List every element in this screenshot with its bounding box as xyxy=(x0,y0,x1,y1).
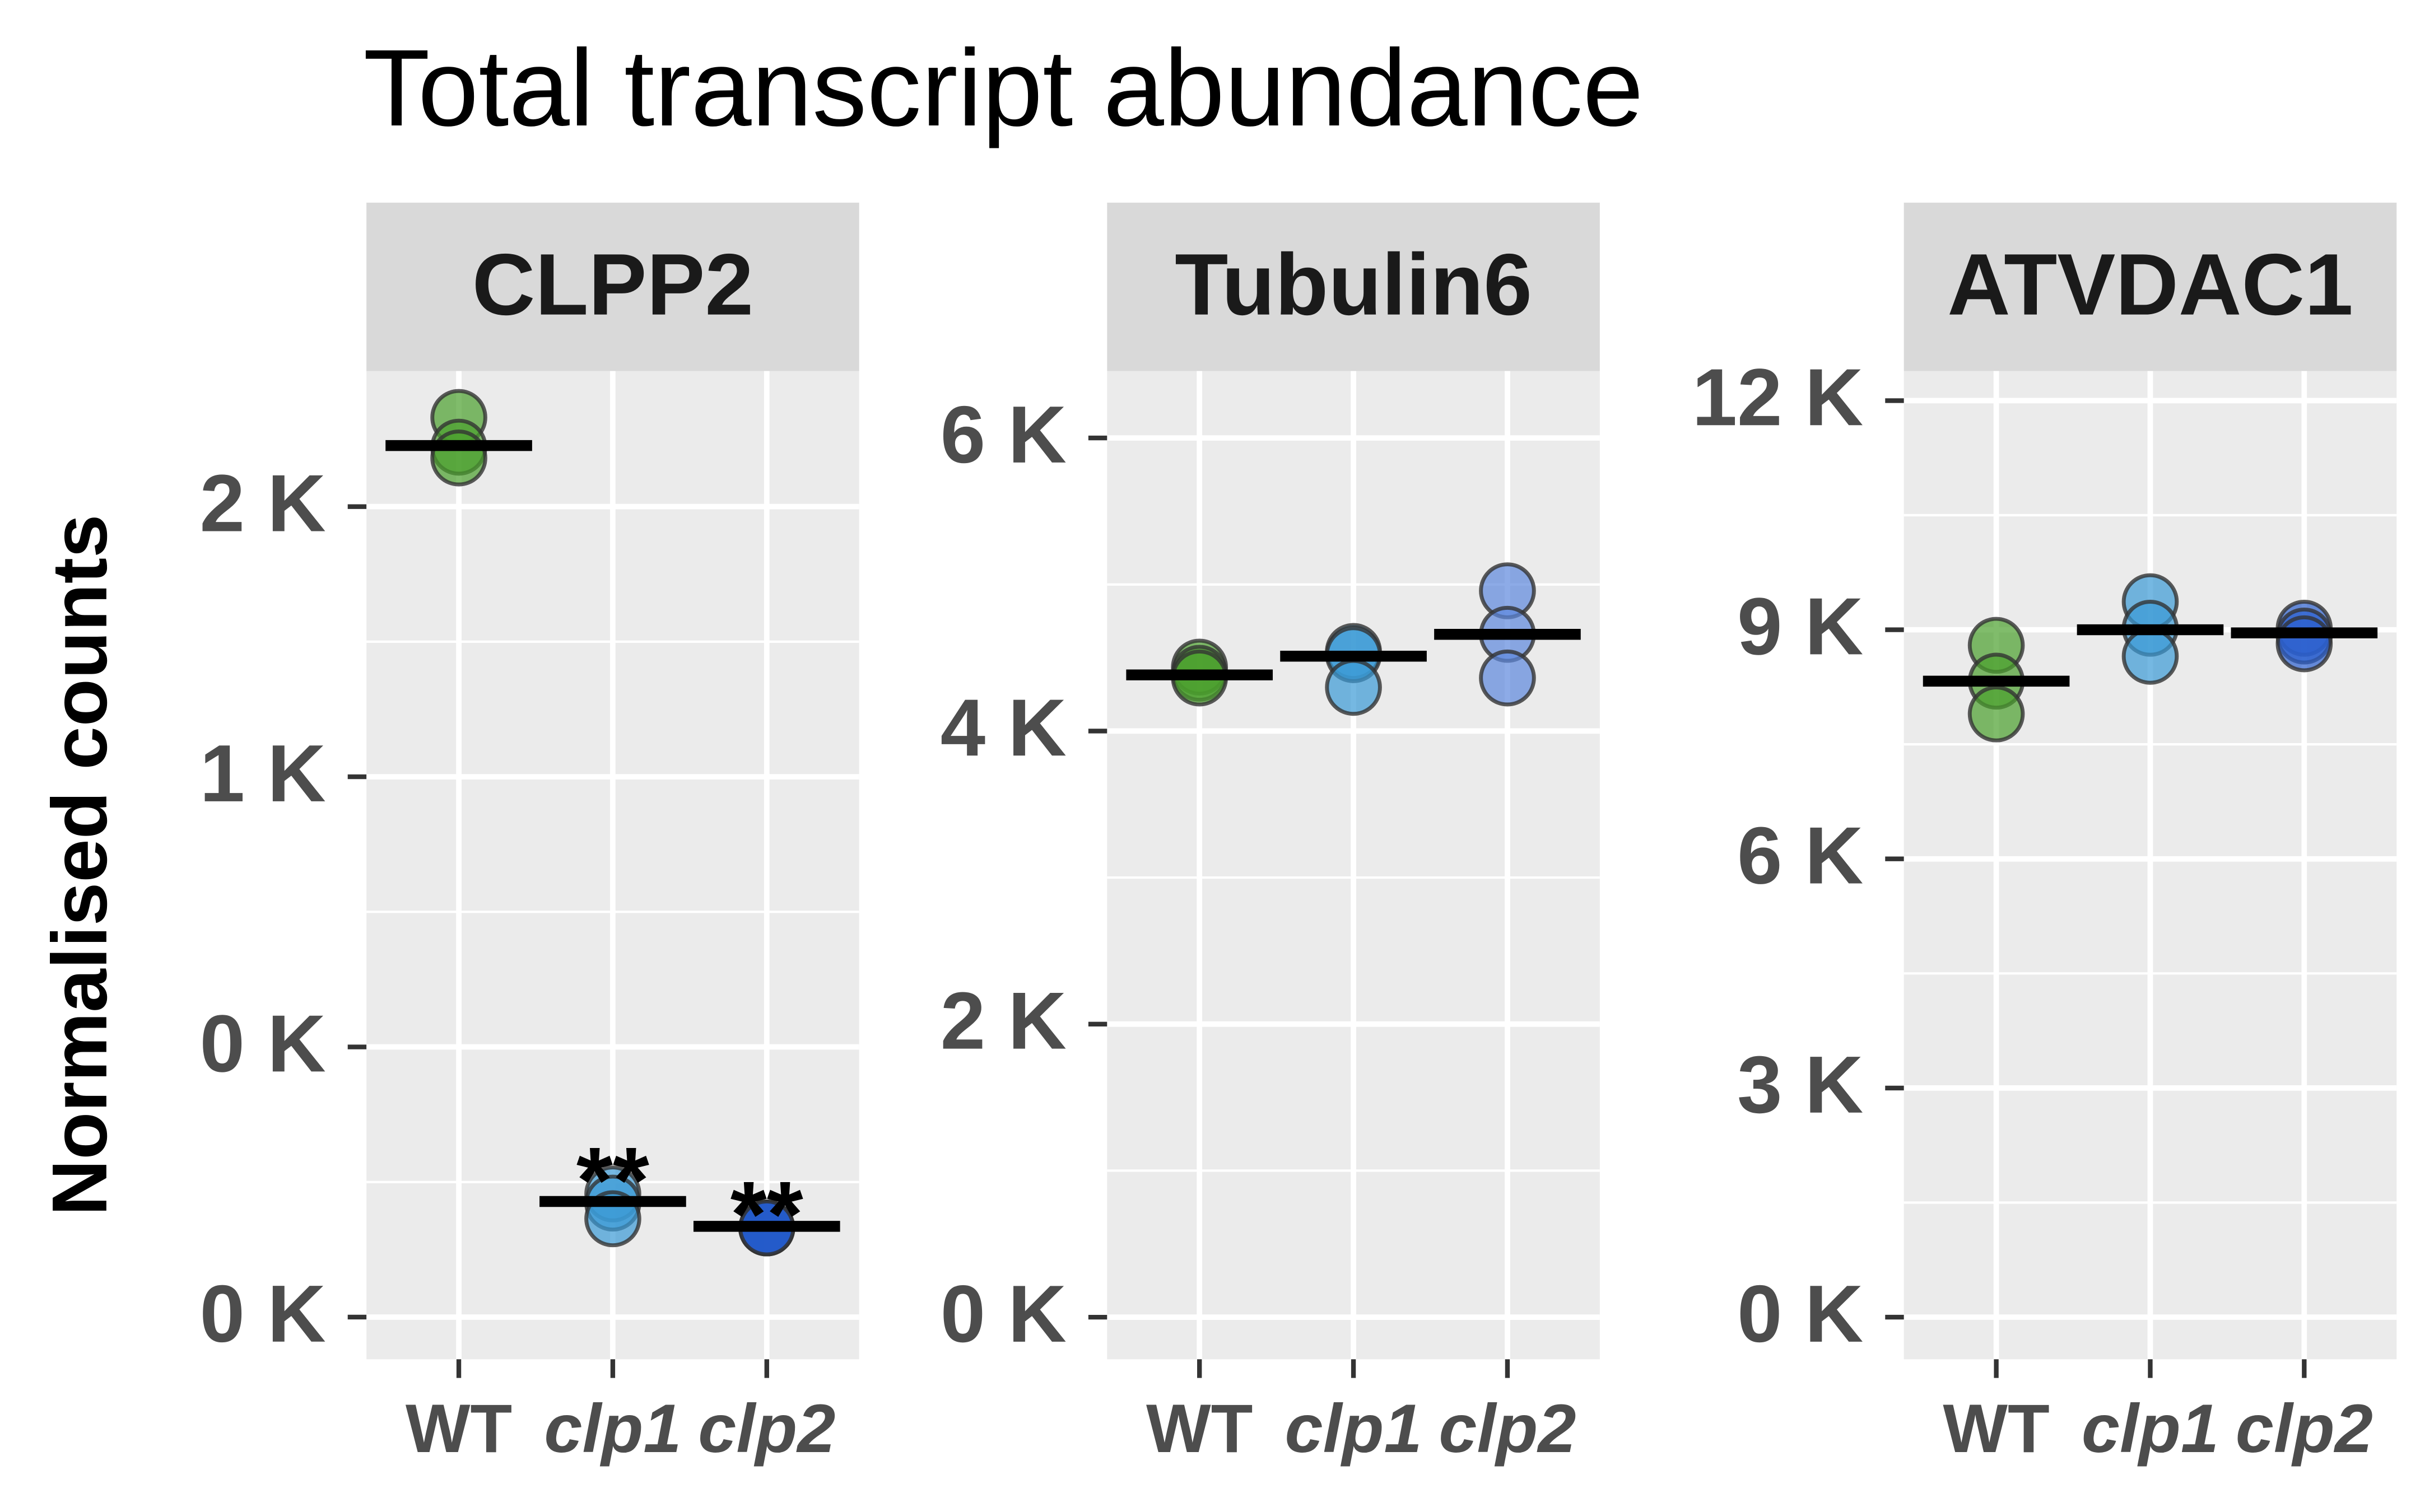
y-tick-label: 6 K xyxy=(1737,810,1863,901)
data-point xyxy=(2275,615,2333,673)
x-tick-label: clp1 xyxy=(1285,1390,1422,1467)
x-tick-label: clp2 xyxy=(1439,1390,1576,1467)
y-tick-label: 9 K xyxy=(1737,581,1863,671)
data-point xyxy=(2121,628,2179,685)
y-tick-label: 6 K xyxy=(941,389,1067,480)
y-tick-label: 0 K xyxy=(200,998,326,1089)
y-tick-label: 0 K xyxy=(1737,1268,1863,1359)
strip-label: ATVDAC1 xyxy=(1947,236,2353,334)
y-tick-label: 4 K xyxy=(941,682,1067,773)
strip-background xyxy=(1904,202,2397,371)
strip-background xyxy=(1107,202,1600,371)
data-point xyxy=(1325,659,1382,716)
y-tick-label: 1 K xyxy=(200,728,326,819)
data-point xyxy=(1967,685,2025,743)
x-tick-label: WT xyxy=(406,1390,512,1467)
strip-label: Tubulin6 xyxy=(1175,236,1532,334)
x-tick-label: clp1 xyxy=(2082,1390,2219,1467)
y-axis-label: Normalised counts xyxy=(36,515,123,1216)
y-tick-label: 0 K xyxy=(200,1268,326,1359)
y-tick-label: 2 K xyxy=(200,458,326,548)
strip-label: CLPP2 xyxy=(472,236,753,334)
data-point xyxy=(1479,649,1536,707)
x-tick-label: WT xyxy=(1146,1390,1253,1467)
strip-background xyxy=(366,202,859,371)
data-point xyxy=(430,430,487,487)
y-tick-label: 3 K xyxy=(1737,1039,1863,1130)
annotation: ** xyxy=(576,1128,649,1233)
x-tick-label: clp2 xyxy=(2236,1390,2373,1467)
x-tick-label: clp2 xyxy=(698,1390,835,1467)
annotation: ** xyxy=(730,1163,803,1267)
y-tick-label: 12 K xyxy=(1692,352,1864,442)
y-tick-label: 0 K xyxy=(941,1268,1067,1359)
y-tick-label: 2 K xyxy=(941,976,1067,1066)
x-tick-label: WT xyxy=(1943,1390,2049,1467)
figure-title: Total transcript abundance xyxy=(364,27,1644,149)
x-tick-label: clp1 xyxy=(544,1390,681,1467)
